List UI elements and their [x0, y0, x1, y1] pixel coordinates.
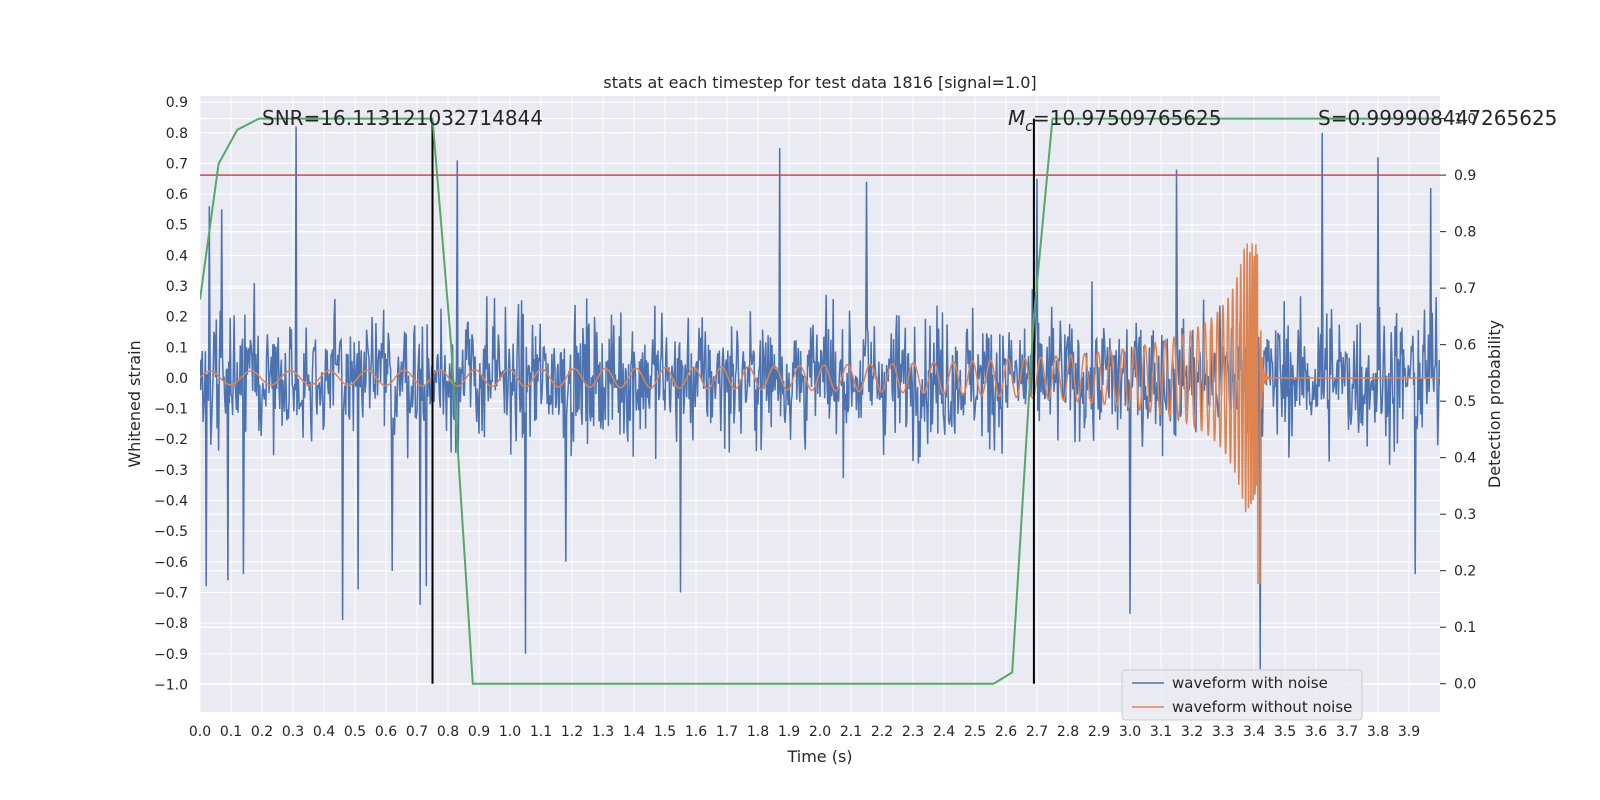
series-line-detection-probability: [200, 117, 1440, 685]
x-tick-label: 2.9: [1088, 724, 1110, 740]
y-left-tick-label: 0.9: [166, 95, 188, 111]
x-tick-label: 2.4: [933, 724, 955, 740]
y-right-tick-label: 0.6: [1454, 338, 1476, 354]
x-tick-label: 0.3: [282, 724, 304, 740]
x-tick-label: 1.9: [778, 724, 800, 740]
y-left-tick-label: 0.0: [166, 371, 188, 387]
y-left-tick-label: 0.1: [166, 340, 188, 356]
x-tick-label: 1.3: [592, 724, 614, 740]
legend: waveform with noise waveform without noi…: [1121, 669, 1363, 721]
mc-subscript: c: [1025, 119, 1033, 135]
x-tick-label: 3.2: [1181, 724, 1203, 740]
annotation-snr: SNR=16.113121032714844: [262, 106, 543, 130]
legend-box: [1121, 669, 1363, 721]
x-tick-label: 2.2: [871, 724, 893, 740]
y-axis-right-ticks: 1.0 0.9 0.8 0.7 0.6 0.5 0.4 0.3 0.2 0.1 0.0: [1440, 112, 1476, 693]
y-right-tick-label: 0.7: [1454, 281, 1476, 297]
mc-value: =10.97509765625: [1033, 106, 1222, 130]
y-right-tick-label: 0.0: [1454, 677, 1476, 693]
x-tick-label: 3.8: [1367, 724, 1389, 740]
x-tick-label: 0.7: [406, 724, 428, 740]
x-tick-label: 0.5: [344, 724, 366, 740]
x-tick-label: 0.8: [437, 724, 459, 740]
x-tick-label: 3.7: [1336, 724, 1358, 740]
x-tick-label: 1.4: [623, 724, 645, 740]
x-tick-label: 2.7: [1026, 724, 1048, 740]
y-left-tick-label: −0.2: [154, 432, 188, 448]
x-axis-label: Time (s): [786, 747, 852, 766]
y-left-tick-label: −0.5: [154, 524, 188, 540]
x-tick-label: 0.4: [313, 724, 335, 740]
y-left-tick-label: 0.2: [166, 310, 188, 326]
series-line-waveform-without-noise: [200, 243, 1440, 585]
x-tick-label: 3.3: [1212, 724, 1234, 740]
y-right-tick-label: 0.9: [1454, 168, 1476, 184]
y-left-tick-label: −0.9: [154, 647, 188, 663]
y-left-tick-label: −0.8: [154, 616, 188, 632]
annotation-s: S=0.999908447265625: [1318, 106, 1557, 130]
legend-label-waveform-with-noise: waveform with noise: [1172, 674, 1328, 692]
y-left-tick-label: −0.1: [154, 402, 188, 418]
x-tick-label: 1.0: [499, 724, 521, 740]
x-tick-label: 0.1: [220, 724, 242, 740]
x-tick-label: 1.6: [685, 724, 707, 740]
x-tick-label: 3.1: [1150, 724, 1172, 740]
y-axis-right-label: Detection probability: [1485, 320, 1504, 488]
y-right-tick-label: 1.0: [1454, 112, 1476, 128]
x-tick-label: 3.9: [1398, 724, 1420, 740]
mc-symbol: M: [1008, 106, 1025, 130]
x-tick-label: 1.5: [654, 724, 676, 740]
x-tick-label: 2.3: [902, 724, 924, 740]
annotation-chirp-mass: Mc=10.97509765625: [1008, 106, 1222, 135]
y-left-tick-label: 0.6: [166, 187, 188, 203]
y-axis-left-label: Whitened strain: [125, 340, 144, 467]
x-axis-ticks: 0.0 0.1 0.2 0.3 0.4 0.5 0.6 0.7 0.8 0.9 1.0 1.1 1.2 1…: [189, 724, 1420, 740]
x-tick-label: 3.0: [1119, 724, 1141, 740]
x-tick-label: 0.0: [189, 724, 211, 740]
y-right-tick-label: 0.3: [1454, 507, 1476, 523]
x-tick-label: 0.9: [468, 724, 490, 740]
x-tick-label: 0.2: [251, 724, 273, 740]
x-tick-label: 2.5: [964, 724, 986, 740]
y-right-tick-label: 0.8: [1454, 225, 1476, 241]
y-left-tick-label: −0.3: [154, 463, 188, 479]
x-tick-label: 3.4: [1243, 724, 1265, 740]
x-tick-label: 2.6: [995, 724, 1017, 740]
y-left-tick-label: 0.3: [166, 279, 188, 295]
y-left-tick-label: 0.7: [166, 156, 188, 172]
chart-title: stats at each timestep for test data 181…: [603, 73, 1036, 92]
y-left-tick-label: −0.7: [154, 585, 188, 601]
x-tick-label: 2.0: [809, 724, 831, 740]
x-tick-label: 2.8: [1057, 724, 1079, 740]
x-tick-label: 3.5: [1274, 724, 1296, 740]
vertical-markers: [431, 118, 1035, 684]
y-left-tick-label: −1.0: [154, 677, 188, 693]
x-tick-label: 1.7: [716, 724, 738, 740]
y-left-tick-label: −0.6: [154, 555, 188, 571]
x-tick-label: 1.8: [747, 724, 769, 740]
y-left-tick-label: 0.5: [166, 218, 188, 234]
y-right-tick-label: 0.4: [1454, 451, 1476, 467]
x-tick-label: 3.6: [1305, 724, 1327, 740]
plot-area: [200, 117, 1440, 685]
legend-label-waveform-without-noise: waveform without noise: [1172, 698, 1352, 716]
y-left-tick-label: −0.4: [154, 494, 188, 510]
y-left-tick-label: 0.4: [166, 248, 188, 264]
x-tick-label: 2.1: [840, 724, 862, 740]
x-tick-label: 0.6: [375, 724, 397, 740]
y-left-tick-label: 0.8: [166, 126, 188, 142]
x-tick-label: 1.1: [530, 724, 552, 740]
y-right-tick-label: 0.2: [1454, 564, 1476, 580]
x-tick-label: 1.2: [561, 724, 583, 740]
y-right-tick-label: 0.5: [1454, 394, 1476, 410]
y-right-tick-label: 0.1: [1454, 620, 1476, 636]
y-axis-left-ticks: 0.9 0.8 0.7 0.6 0.5 0.4 0.3 0.2 0.1 0.0 −0.1 −0.2 −0…: [154, 95, 188, 693]
